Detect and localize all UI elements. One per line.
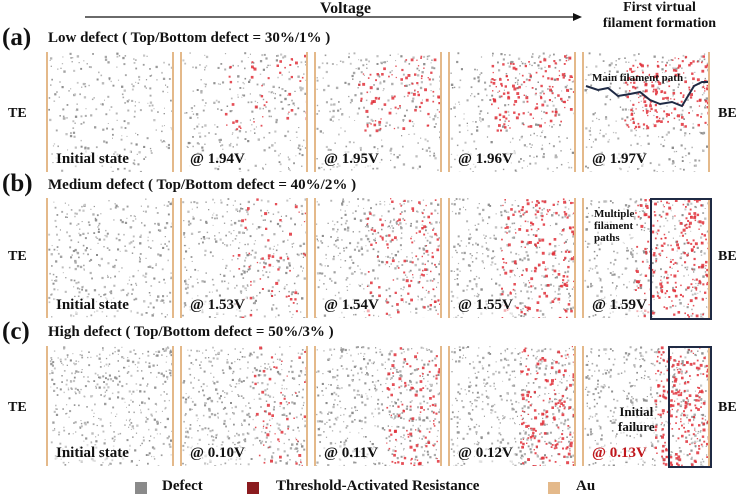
defect-map	[450, 198, 574, 318]
panel-a-4: @ 1.96V	[448, 52, 576, 172]
panel-c-5: Initial failure @ 0.13V	[582, 346, 710, 466]
panel-label: @ 1.59V	[590, 297, 649, 314]
first-filament-header: First virtual filament formation	[580, 0, 739, 32]
defect-map	[450, 52, 574, 172]
defect-map	[316, 52, 440, 171]
defect-map	[450, 346, 574, 466]
defect-map	[316, 346, 440, 466]
panel-b-4: @ 1.55V	[448, 198, 576, 318]
panel-c-3: @ 0.11V	[314, 346, 442, 466]
panel-a-3: @ 1.95V	[314, 52, 442, 172]
panel-label: @ 1.55V	[456, 297, 515, 314]
row-a-te: TE	[8, 106, 27, 121]
panel-label: @ 1.95V	[322, 151, 381, 168]
filament-region-box	[650, 198, 712, 320]
row-b-te: TE	[8, 249, 27, 264]
panel-c-4: @ 0.12V	[448, 346, 576, 466]
row-c-label: (c)	[2, 318, 30, 345]
legend-au-label: Au	[576, 478, 596, 494]
panel-b-3: @ 1.54V	[314, 198, 442, 318]
panel-label: @ 1.53V	[188, 297, 247, 314]
panel-label: @ 0.13V	[590, 445, 649, 462]
voltage-arrow	[85, 13, 582, 21]
panel-label: Initial state	[54, 151, 131, 168]
legend-au-swatch	[548, 482, 560, 494]
multiple-filament-label: Multiple filament paths	[594, 208, 635, 244]
panel-label: @ 1.54V	[322, 297, 381, 314]
voltage-header: Voltage	[320, 0, 371, 17]
main-filament-path-line	[585, 81, 708, 108]
panel-label: @ 0.11V	[322, 445, 380, 462]
legend-threshold-label: Threshold-Activated Resistance	[276, 478, 480, 494]
row-b-title: Medium defect ( Top/Bottom defect = 40%/…	[48, 177, 357, 193]
first-filament-line1: First virtual	[623, 0, 696, 15]
panel-label: @ 1.96V	[456, 151, 515, 168]
legend-threshold-swatch	[247, 482, 259, 494]
main-filament-path-label: Main filament path	[592, 72, 684, 84]
panel-label: @ 0.12V	[456, 445, 515, 462]
panel-label: Initial state	[54, 445, 131, 462]
initial-failure-label: Initial failure	[618, 404, 655, 434]
row-b-be: BE	[718, 249, 737, 264]
panel-c-1: Initial state	[46, 346, 174, 466]
defect-map	[182, 52, 306, 172]
panel-a-1: Initial state	[46, 52, 174, 172]
panel-label: @ 0.10V	[188, 445, 247, 462]
annot-line: Initial	[619, 404, 654, 419]
row-c-te: TE	[8, 400, 27, 415]
failure-region-box	[668, 346, 712, 468]
defect-map	[584, 346, 708, 466]
panel-c-2: @ 0.10V	[180, 346, 308, 466]
annot-line: filament	[594, 220, 634, 232]
row-a-be: BE	[718, 106, 737, 121]
panel-a-2: @ 1.94V	[180, 52, 308, 172]
annot-line: failure	[618, 419, 655, 434]
panel-label: @ 1.94V	[188, 151, 247, 168]
panel-b-5: Multiple filament paths @ 1.59V	[582, 198, 710, 318]
legend-defect-swatch	[135, 482, 147, 494]
panel-label: Initial state	[54, 297, 131, 314]
panel-b-2: @ 1.53V	[180, 198, 308, 318]
row-c-be: BE	[718, 400, 737, 415]
first-filament-line2: filament formation	[602, 16, 717, 31]
row-b-label: (b)	[2, 170, 33, 197]
row-a-title: Low defect ( Top/Bottom defect = 30%/1% …	[48, 30, 331, 46]
defect-map	[182, 198, 306, 318]
annot-line: paths	[594, 232, 620, 244]
annot-line: Multiple	[594, 208, 635, 220]
legend-defect-label: Defect	[162, 478, 203, 494]
panel-b-1: Initial state	[46, 198, 174, 318]
panel-label: @ 1.97V	[590, 151, 649, 168]
panel-a-5: Main filament path @ 1.97V	[582, 52, 710, 172]
row-a-label: (a)	[2, 24, 32, 51]
row-c-title: High defect ( Top/Bottom defect = 50%/3%…	[48, 324, 334, 340]
